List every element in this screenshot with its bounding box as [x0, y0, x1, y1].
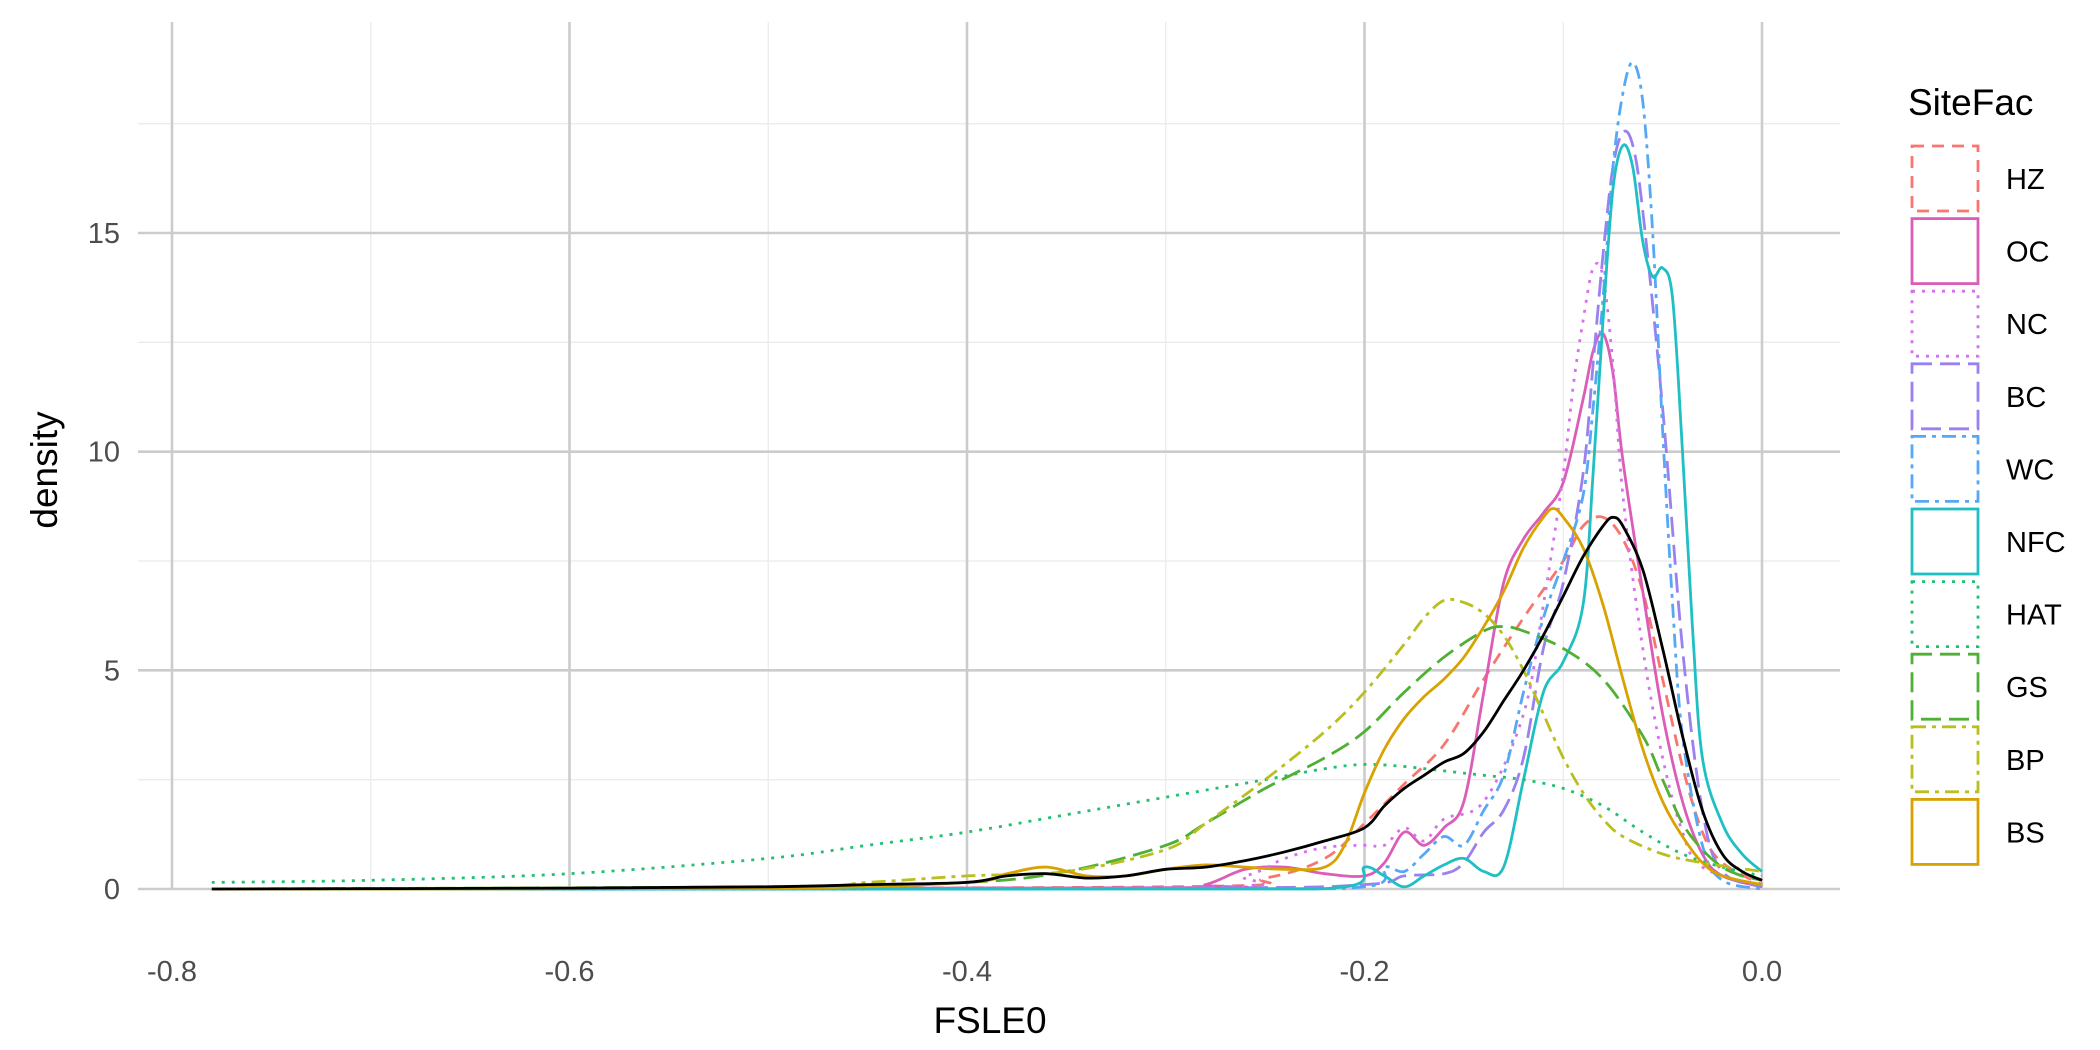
legend-key-bc: [1910, 362, 1980, 431]
legend-key-bp: [1910, 725, 1980, 794]
legend-label-bc: BC: [2006, 382, 2046, 414]
density-line-wc: [211, 61, 1763, 891]
legend-key-gs: [1910, 652, 1980, 721]
density-line-nc: [211, 261, 1763, 891]
density-line-overall: [211, 515, 1763, 891]
density-line-bp: [211, 597, 1763, 891]
legend-label-bs: BS: [2006, 817, 2045, 849]
legend-title: SiteFac: [1908, 82, 2033, 123]
density-line-hat: [211, 762, 1763, 884]
y-axis-title: density: [24, 411, 65, 529]
legend-label-hat: HAT: [2006, 600, 2062, 632]
legend-label-nc: NC: [2006, 309, 2048, 341]
x-tick-label: -0.8: [147, 956, 197, 988]
density-line-oc: [211, 331, 1763, 891]
legend-label-nfc: NFC: [2006, 527, 2066, 559]
y-tick-label: 15: [88, 218, 120, 250]
x-tick-label: -0.4: [942, 956, 992, 988]
y-tick-label: 10: [88, 437, 120, 469]
density-line-nfc: [211, 143, 1763, 891]
legend-key-oc: [1910, 217, 1980, 286]
plot-axes: -0.8 -0.6 -0.4 -0.2 0.0 0 5 10 15: [88, 218, 1782, 988]
density-line-gs: [211, 625, 1763, 891]
legend-key-wc: [1910, 434, 1980, 503]
plot-series: [211, 61, 1763, 891]
legend-label-hz: HZ: [2006, 164, 2045, 196]
legend-label-gs: GS: [2006, 672, 2048, 704]
legend-label-wc: WC: [2006, 454, 2054, 486]
y-tick-label: 5: [104, 655, 120, 687]
legend-label-oc: OC: [2006, 237, 2050, 269]
legend-key-bs: [1910, 798, 1980, 866]
legend-key-nc: [1910, 289, 1980, 358]
density-line-bs: [211, 507, 1763, 891]
legend-key-hz: [1910, 144, 1980, 213]
x-tick-label: -0.6: [545, 956, 595, 988]
x-tick-label: 0.0: [1742, 956, 1782, 988]
x-tick-label: -0.2: [1340, 956, 1390, 988]
legend: SiteFac HZ OC NC BC WC NFC HAT GS BP BS: [1908, 82, 2066, 866]
x-axis-title: FSLE0: [933, 1000, 1046, 1041]
y-tick-label: 0: [104, 874, 120, 906]
legend-label-bp: BP: [2006, 745, 2045, 777]
legend-key-nfc: [1910, 507, 1980, 576]
legend-key-hat: [1910, 580, 1980, 648]
